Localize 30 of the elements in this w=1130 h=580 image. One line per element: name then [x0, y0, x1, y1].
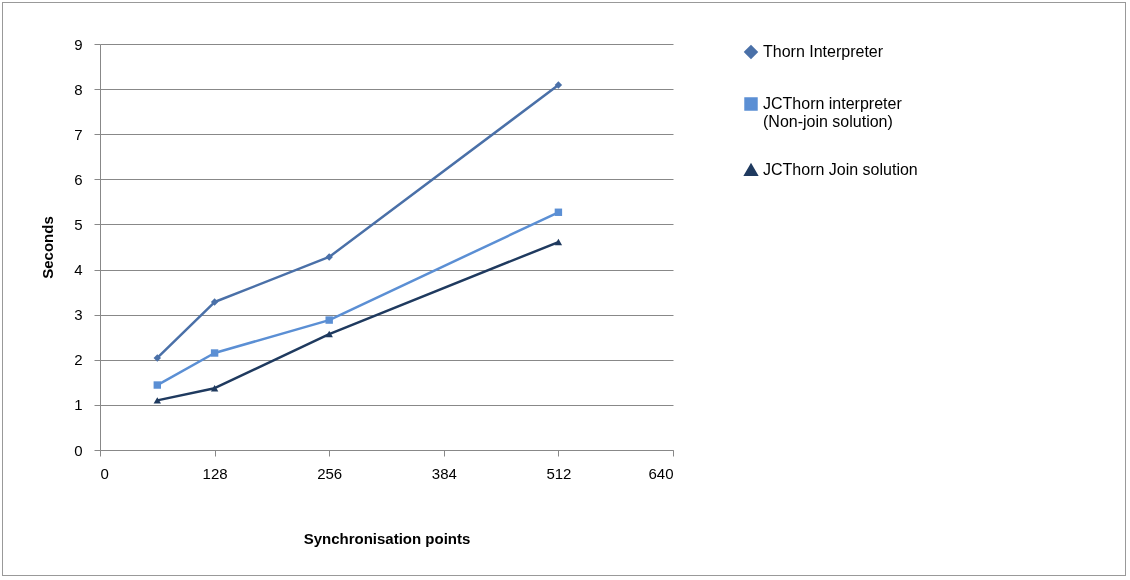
legend-label: Thorn Interpreter [763, 43, 884, 60]
x-tick-label: 512 [546, 464, 572, 482]
point [554, 238, 563, 246]
x-tick-label: 640 [648, 464, 674, 482]
y-tick-label: 4 [74, 261, 83, 279]
point [210, 349, 219, 357]
y-tick-label: 2 [74, 351, 83, 369]
legend-label: JCThorn Join solution [763, 161, 918, 178]
x-axis-title: Synchronisation points [303, 529, 471, 547]
y-tick-label: 8 [74, 80, 83, 98]
point [554, 81, 563, 89]
point [210, 298, 219, 306]
y-tick-label: 5 [74, 215, 83, 233]
point [153, 381, 162, 389]
x-tick-label: 0 [100, 464, 109, 482]
y-tick-label: 7 [74, 125, 83, 143]
y-tick-label: 3 [74, 306, 83, 324]
x-tick-label: 384 [431, 464, 457, 482]
x-tick-label: 256 [317, 464, 343, 482]
y-axis-title: Seconds [39, 216, 57, 279]
legend-label: JCThorn interpreter (Non-join solution) [763, 95, 903, 130]
y-tick-label: 9 [74, 35, 83, 53]
x-tick-label: 128 [202, 464, 228, 482]
point [325, 316, 333, 324]
point [153, 397, 162, 404]
point [325, 330, 333, 338]
y-tick-label: 1 [74, 396, 83, 414]
point [153, 354, 162, 362]
y-tick-label: 0 [74, 441, 83, 459]
y-tick-label: 6 [74, 170, 83, 188]
